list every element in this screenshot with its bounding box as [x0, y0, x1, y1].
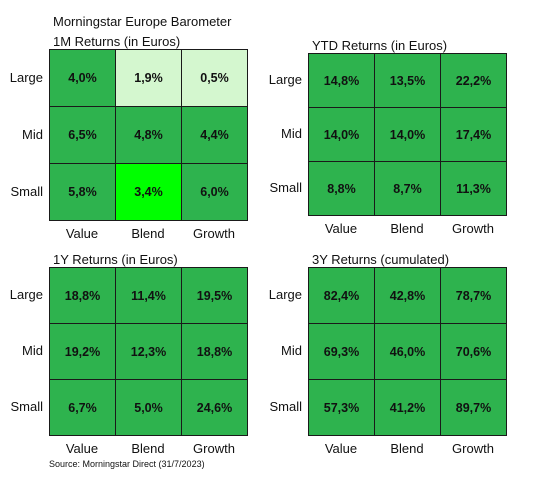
col-label-3y-blend: Blend — [390, 441, 424, 456]
cell-1y-small-value: 6,7% — [49, 379, 116, 436]
cell-1y-small-growth: 24,6% — [181, 379, 248, 436]
cell-ytd-mid-blend: 14,0% — [374, 107, 441, 162]
row-label-1m-large: Large — [9, 69, 43, 85]
source-note: Source: Morningstar Direct (31/7/2023) — [49, 459, 205, 469]
chart-title-1y: 1Y Returns (in Euros) — [53, 252, 178, 267]
row-label-1y-mid: Mid — [22, 343, 43, 358]
cell-3y-large-value: 82,4% — [308, 267, 375, 324]
col-label-ytd-growth: Growth — [452, 221, 494, 236]
cell-1y-small-blend: 5,0% — [115, 379, 182, 436]
cell-ytd-large-growth: 22,2% — [440, 53, 507, 108]
row-label-3y-small: Small — [269, 399, 302, 414]
cell-ytd-large-value: 14,8% — [308, 53, 375, 108]
cell-1m-small-value: 5,8% — [49, 163, 116, 221]
cell-3y-mid-blend: 46,0% — [374, 323, 441, 380]
cell-1y-mid-value: 19,2% — [49, 323, 116, 380]
cell-ytd-small-value: 8,8% — [308, 161, 375, 216]
cell-1m-small-growth: 6,0% — [181, 163, 248, 221]
cell-1y-mid-growth: 18,8% — [181, 323, 248, 380]
cell-ytd-small-blend: 8,7% — [374, 161, 441, 216]
row-label-ytd-mid: Mid — [281, 126, 302, 141]
cell-1m-mid-blend: 4,8% — [115, 106, 182, 164]
col-label-1y-growth: Growth — [193, 441, 235, 456]
cell-3y-mid-value: 69,3% — [308, 323, 375, 380]
cell-3y-large-blend: 42,8% — [374, 267, 441, 324]
cell-ytd-mid-growth: 17,4% — [440, 107, 507, 162]
col-label-1y-blend: Blend — [131, 441, 165, 456]
cell-1m-large-value: 4,0% — [49, 49, 116, 107]
cell-1m-mid-value: 6,5% — [49, 106, 116, 164]
cell-3y-small-value: 57,3% — [308, 379, 375, 436]
chart-title-1m: 1M Returns (in Euros) — [53, 34, 181, 49]
cell-1y-large-growth: 19,5% — [181, 267, 248, 324]
cell-ytd-mid-value: 14,0% — [308, 107, 375, 162]
chart-title-ytd: YTD Returns (in Euros) — [312, 38, 448, 53]
row-label-3y-large: Large — [268, 287, 302, 302]
cell-1m-small-blend: 3,4% — [115, 163, 182, 221]
col-label-1m-growth: Growth — [193, 226, 235, 241]
cell-3y-small-growth: 89,7% — [440, 379, 507, 436]
row-label-1y-small: Small — [10, 399, 43, 414]
cell-3y-small-blend: 41,2% — [374, 379, 441, 436]
cell-1m-large-blend: 1,9% — [115, 49, 182, 107]
col-label-ytd-blend: Blend — [390, 221, 424, 236]
col-label-1m-value: Value — [65, 226, 99, 241]
cell-3y-mid-growth: 70,6% — [440, 323, 507, 380]
row-label-ytd-small: Small — [269, 180, 302, 195]
row-label-ytd-large: Large — [268, 72, 302, 87]
row-label-3y-mid: Mid — [281, 343, 302, 358]
cell-1m-large-growth: 0,5% — [181, 49, 248, 107]
col-label-3y-growth: Growth — [452, 441, 494, 456]
cell-1y-large-value: 18,8% — [49, 267, 116, 324]
col-label-ytd-value: Value — [324, 221, 358, 236]
col-label-1y-value: Value — [65, 441, 99, 456]
page-title: Morningstar Europe Barometer — [53, 14, 232, 29]
cell-ytd-large-blend: 13,5% — [374, 53, 441, 108]
col-label-1m-blend: Blend — [131, 226, 165, 241]
row-label-1m-small: Small — [10, 183, 43, 199]
row-label-1m-mid: Mid — [22, 126, 43, 142]
cell-1m-mid-growth: 4,4% — [181, 106, 248, 164]
cell-1y-mid-blend: 12,3% — [115, 323, 182, 380]
cell-3y-large-growth: 78,7% — [440, 267, 507, 324]
col-label-3y-value: Value — [324, 441, 358, 456]
chart-title-3y: 3Y Returns (cumulated) — [312, 252, 450, 267]
cell-ytd-small-growth: 11,3% — [440, 161, 507, 216]
cell-1y-large-blend: 11,4% — [115, 267, 182, 324]
row-label-1y-large: Large — [9, 287, 43, 302]
